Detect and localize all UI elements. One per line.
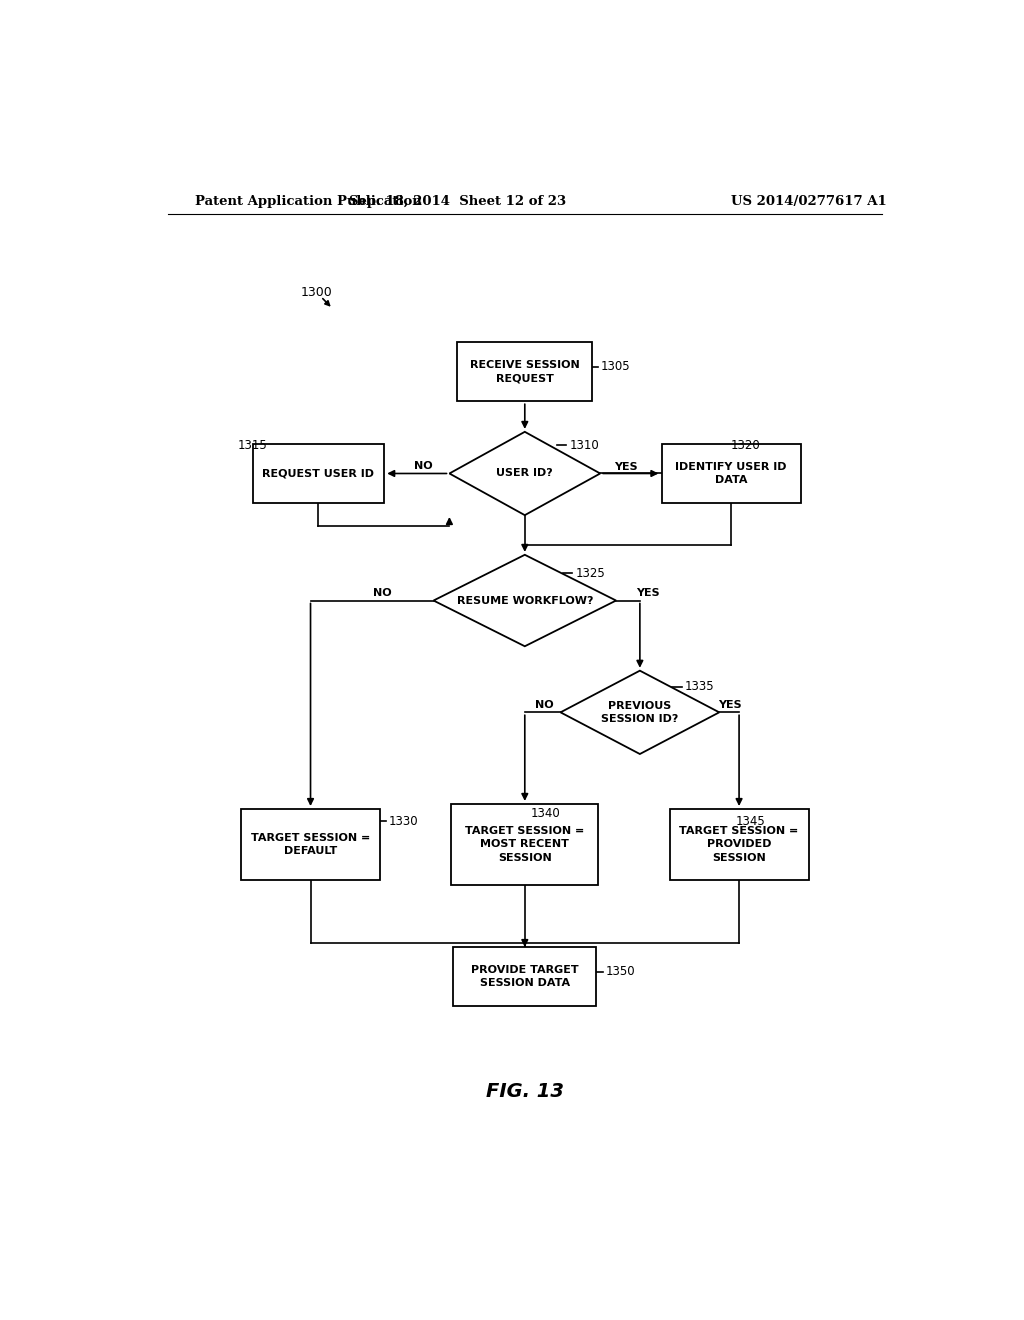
Text: RECEIVE SESSION
REQUEST: RECEIVE SESSION REQUEST xyxy=(470,360,580,383)
Text: YES: YES xyxy=(614,462,638,473)
Text: USER ID?: USER ID? xyxy=(497,469,553,478)
Text: 1325: 1325 xyxy=(575,566,605,579)
Polygon shape xyxy=(450,432,600,515)
Text: 1335: 1335 xyxy=(685,680,715,693)
Text: 1300: 1300 xyxy=(301,286,333,300)
Text: REQUEST USER ID: REQUEST USER ID xyxy=(262,469,375,478)
Text: PROVIDE TARGET
SESSION DATA: PROVIDE TARGET SESSION DATA xyxy=(471,965,579,989)
Text: YES: YES xyxy=(718,700,741,710)
Text: YES: YES xyxy=(636,589,659,598)
Text: 1320: 1320 xyxy=(730,438,760,451)
Text: NO: NO xyxy=(414,462,432,471)
Text: NO: NO xyxy=(535,700,553,710)
FancyBboxPatch shape xyxy=(253,444,384,503)
FancyBboxPatch shape xyxy=(454,948,596,1006)
Text: 1310: 1310 xyxy=(569,438,599,451)
Polygon shape xyxy=(560,671,719,754)
FancyBboxPatch shape xyxy=(662,444,801,503)
Text: 1345: 1345 xyxy=(736,814,766,828)
Text: NO: NO xyxy=(373,589,391,598)
FancyBboxPatch shape xyxy=(670,809,809,880)
Text: 1350: 1350 xyxy=(606,965,635,978)
Text: TARGET SESSION =
DEFAULT: TARGET SESSION = DEFAULT xyxy=(251,833,370,857)
Text: 1315: 1315 xyxy=(238,438,267,451)
FancyBboxPatch shape xyxy=(452,804,598,886)
Text: 1340: 1340 xyxy=(530,808,560,821)
Text: IDENTIFY USER ID
DATA: IDENTIFY USER ID DATA xyxy=(676,462,786,484)
Text: TARGET SESSION =
MOST RECENT
SESSION: TARGET SESSION = MOST RECENT SESSION xyxy=(465,826,585,863)
Text: PREVIOUS
SESSION ID?: PREVIOUS SESSION ID? xyxy=(601,701,679,723)
Text: US 2014/0277617 A1: US 2014/0277617 A1 xyxy=(731,194,887,207)
Text: FIG. 13: FIG. 13 xyxy=(485,1082,564,1101)
Text: TARGET SESSION =
PROVIDED
SESSION: TARGET SESSION = PROVIDED SESSION xyxy=(680,826,799,863)
FancyBboxPatch shape xyxy=(241,809,380,880)
Text: 1330: 1330 xyxy=(389,814,419,828)
Text: 1305: 1305 xyxy=(601,360,631,374)
Text: Patent Application Publication: Patent Application Publication xyxy=(196,194,422,207)
Polygon shape xyxy=(433,554,616,647)
Text: Sep. 18, 2014  Sheet 12 of 23: Sep. 18, 2014 Sheet 12 of 23 xyxy=(349,194,566,207)
FancyBboxPatch shape xyxy=(458,342,592,401)
Text: RESUME WORKFLOW?: RESUME WORKFLOW? xyxy=(457,595,593,606)
